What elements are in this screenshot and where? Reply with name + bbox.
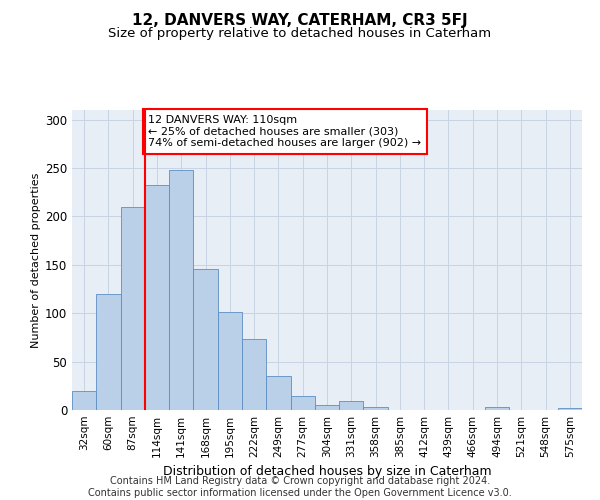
Text: 12, DANVERS WAY, CATERHAM, CR3 5FJ: 12, DANVERS WAY, CATERHAM, CR3 5FJ — [132, 12, 468, 28]
Bar — [558, 408, 582, 410]
Bar — [242, 340, 266, 410]
Bar — [193, 268, 218, 410]
Bar — [315, 405, 339, 410]
Bar — [485, 407, 509, 410]
Bar — [364, 407, 388, 410]
Bar — [121, 207, 145, 410]
Bar — [96, 294, 121, 410]
Bar — [218, 312, 242, 410]
X-axis label: Distribution of detached houses by size in Caterham: Distribution of detached houses by size … — [163, 466, 491, 478]
Bar — [145, 186, 169, 410]
Bar — [72, 390, 96, 410]
Text: Contains HM Land Registry data © Crown copyright and database right 2024.
Contai: Contains HM Land Registry data © Crown c… — [88, 476, 512, 498]
Bar — [339, 402, 364, 410]
Bar — [169, 170, 193, 410]
Text: Size of property relative to detached houses in Caterham: Size of property relative to detached ho… — [109, 28, 491, 40]
Bar — [290, 396, 315, 410]
Text: 12 DANVERS WAY: 110sqm
← 25% of detached houses are smaller (303)
74% of semi-de: 12 DANVERS WAY: 110sqm ← 25% of detached… — [149, 115, 422, 148]
Bar — [266, 376, 290, 410]
Y-axis label: Number of detached properties: Number of detached properties — [31, 172, 41, 348]
